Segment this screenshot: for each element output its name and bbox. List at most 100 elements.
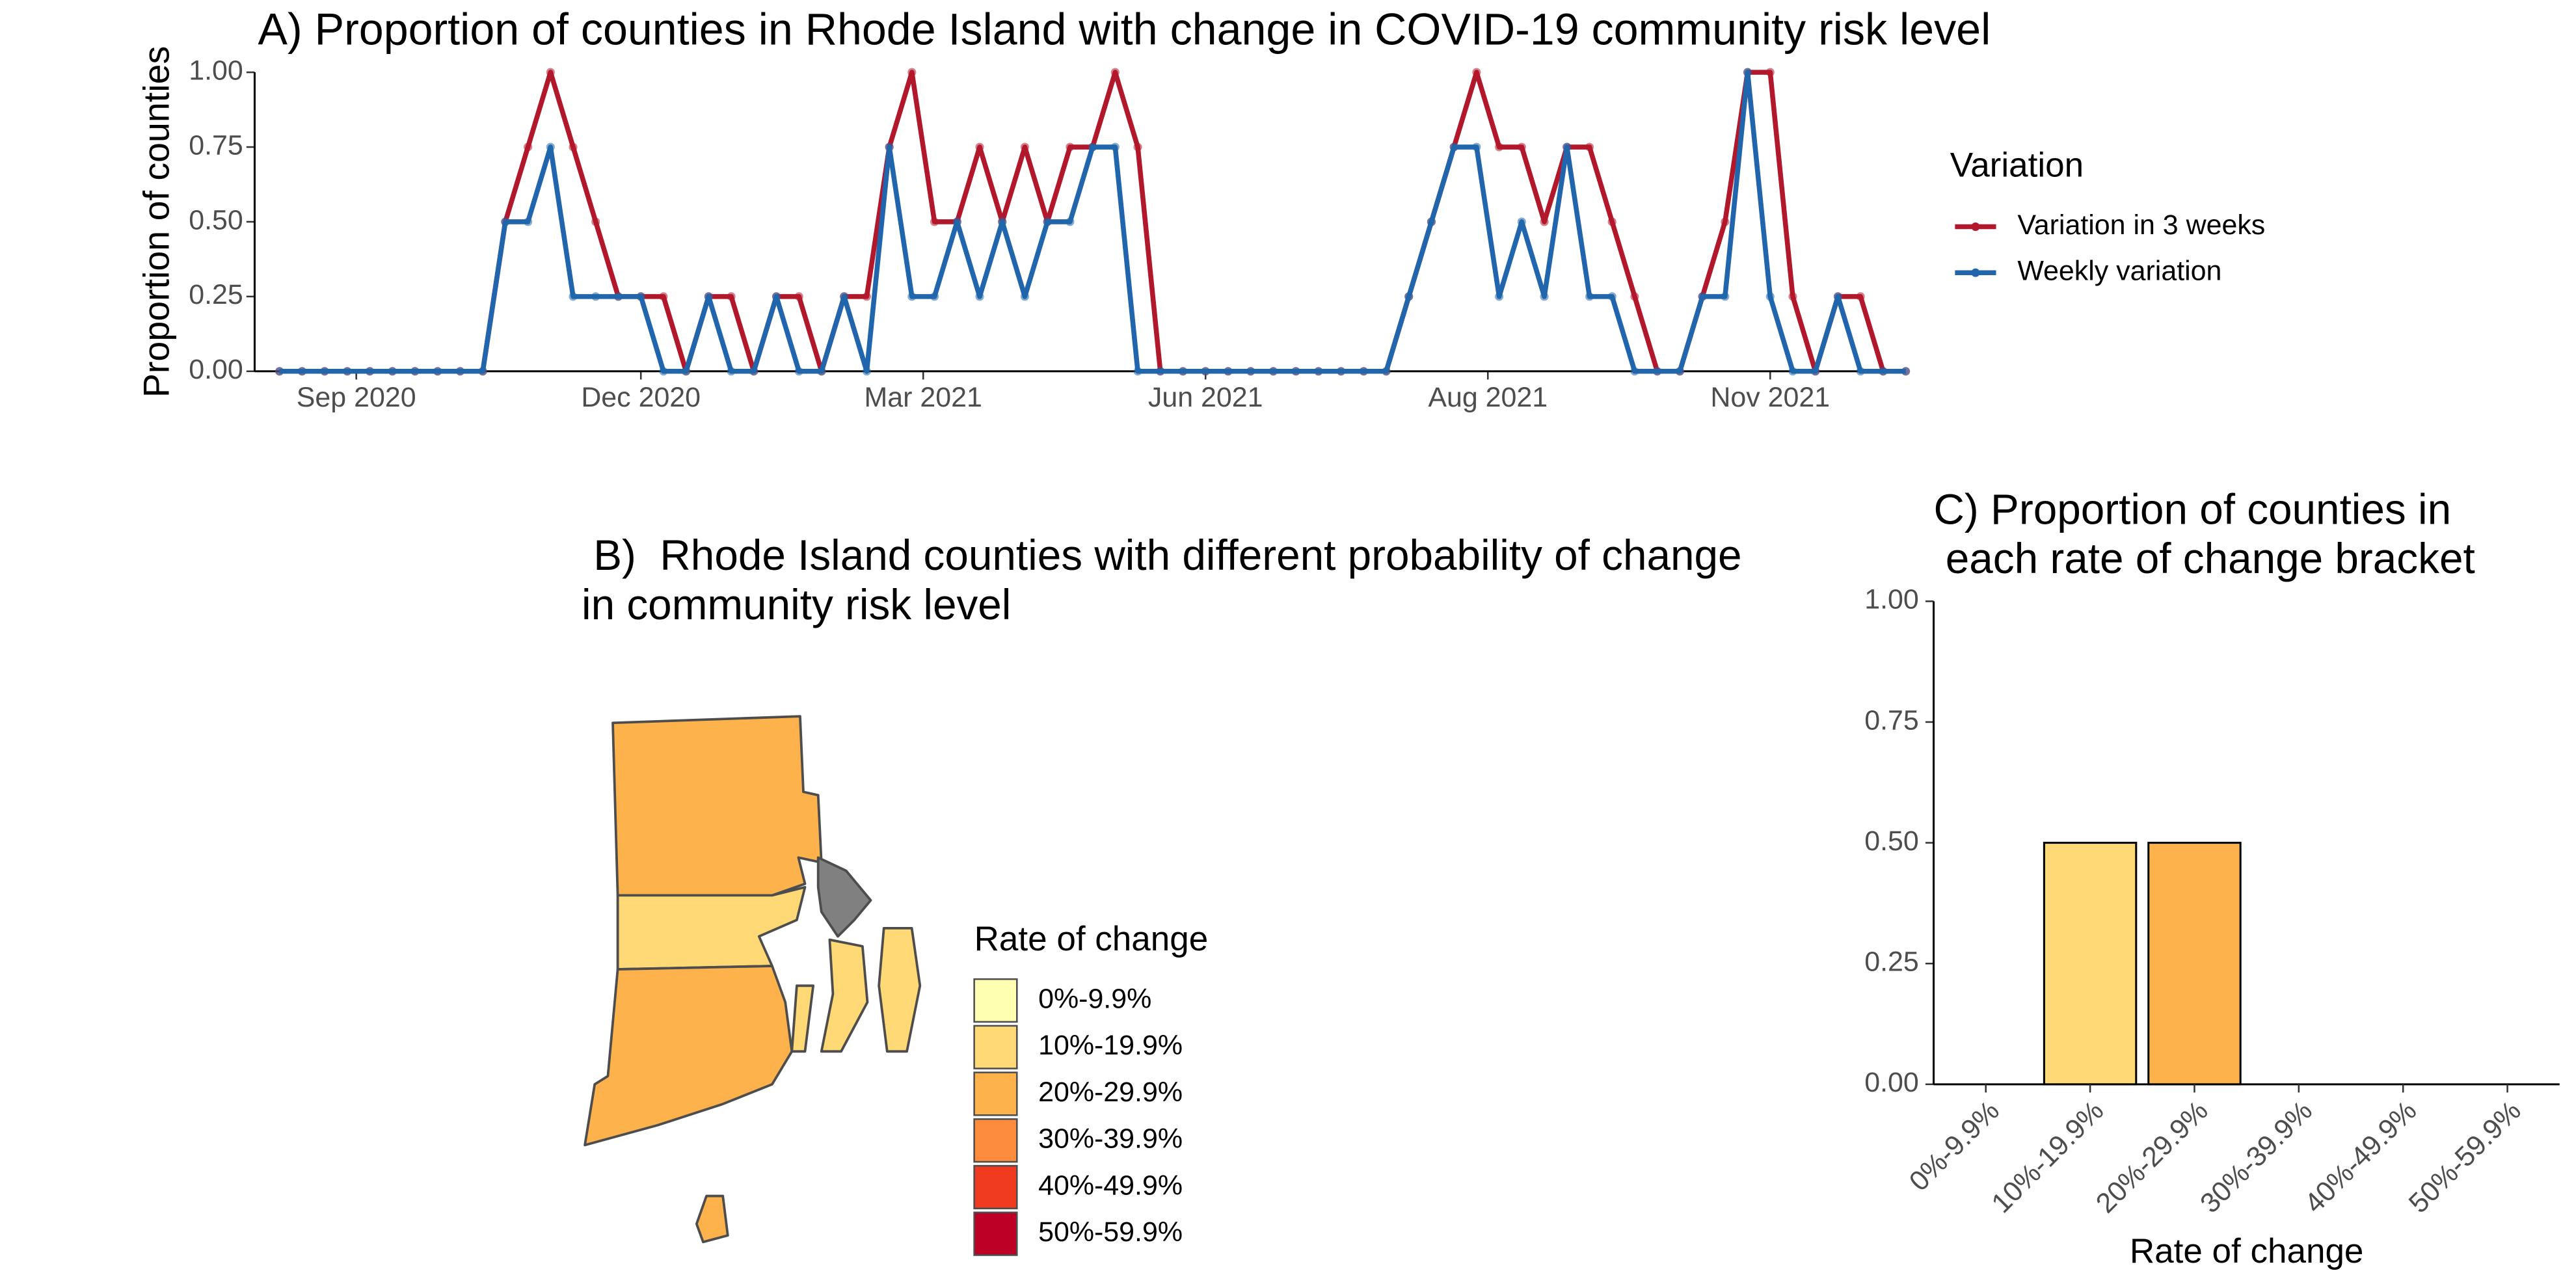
x-tick-label: 20%-29.9% [2090,1095,2214,1219]
point [1607,292,1617,301]
point [1788,367,1797,376]
legend-label: 10%-19.9% [1038,1030,1183,1061]
point [1495,142,1504,152]
point [1517,217,1526,226]
point [1246,367,1255,376]
legend-label: 50%-59.9% [1038,1216,1183,1248]
legend-swatch [1971,268,1980,277]
point [1359,367,1368,376]
point [727,292,736,301]
series-line [279,70,1906,374]
point [569,142,578,152]
point [1675,367,1684,376]
point [1449,142,1458,152]
point [1721,292,1730,301]
legend-label: 20%-29.9% [1038,1077,1183,1108]
map-title: B) Rhode Island counties with different … [582,531,1742,628]
point [1133,367,1142,376]
legend-label: 40%-49.9% [1038,1170,1183,1201]
point [907,68,917,77]
point [636,292,645,301]
x-tick-label: 0%-9.9% [1903,1095,2006,1197]
point [1156,367,1165,376]
x-tick-label: Aug 2021 [1428,382,1548,413]
point [1427,217,1436,226]
point [975,142,984,152]
point [1607,217,1617,226]
point [885,142,894,152]
point [1856,292,1865,301]
y-tick-label: 0.50 [1864,825,1919,857]
point [794,292,803,301]
point [1472,68,1481,77]
point [1382,367,1391,376]
county [820,938,869,1053]
point [794,367,803,376]
point [1765,292,1775,301]
legend-swatch [973,1025,1018,1069]
point [840,292,849,301]
x-axis-label: Rate of change [2130,1232,2364,1270]
y-axis-label: Proportion of counties [137,46,177,397]
point [388,367,397,376]
point [1653,367,1662,376]
point [1066,217,1075,226]
point [1020,292,1030,301]
point [1201,367,1210,376]
chart-title: A) Proportion of counties in Rhode Islan… [258,5,1991,55]
point [1585,142,1594,152]
y-tick-label: 0.25 [1864,946,1919,978]
legend-swatch [973,1118,1018,1163]
point [1088,142,1097,152]
point [1630,367,1639,376]
point [1043,217,1052,226]
point [1788,292,1797,301]
x-tick-label: 50%-59.9% [2403,1095,2527,1219]
chart-title: C) Proportion of counties in [1934,485,2452,533]
point [1110,142,1120,152]
point [1066,142,1075,152]
point [546,142,555,152]
y-tick-label: 0.25 [189,279,243,310]
point [682,367,691,376]
point [1540,292,1549,301]
x-tick-label: 30%-39.9% [2194,1095,2318,1219]
point [569,292,578,301]
point [613,292,623,301]
point [975,292,984,301]
point [1811,367,1820,376]
point [1833,292,1842,301]
point [952,217,961,226]
point [1314,367,1323,376]
point [297,367,306,376]
x-tick-label: Jun 2021 [1148,382,1263,413]
y-tick-label: 0.75 [1864,704,1919,736]
county [611,715,823,897]
point [524,142,533,152]
legend-swatch [1971,222,1980,232]
point [1133,142,1142,152]
legend-swatch [973,1164,1018,1210]
point [410,367,420,376]
county [616,885,807,971]
point [433,367,442,376]
point [1268,367,1278,376]
point [771,292,781,301]
point [1585,292,1594,301]
point [1856,367,1865,376]
y-tick-label: 0.50 [189,204,243,235]
point [591,217,600,226]
legend-title: Variation [1950,146,2084,185]
point [546,68,555,77]
county [816,856,872,938]
point [727,367,736,376]
county [790,984,815,1053]
point [1540,217,1549,226]
x-tick-label: Nov 2021 [1710,382,1830,413]
point [1630,292,1639,301]
point [343,367,352,376]
point [1020,142,1030,152]
point [1698,292,1707,301]
x-tick-label: Sep 2020 [297,382,416,413]
